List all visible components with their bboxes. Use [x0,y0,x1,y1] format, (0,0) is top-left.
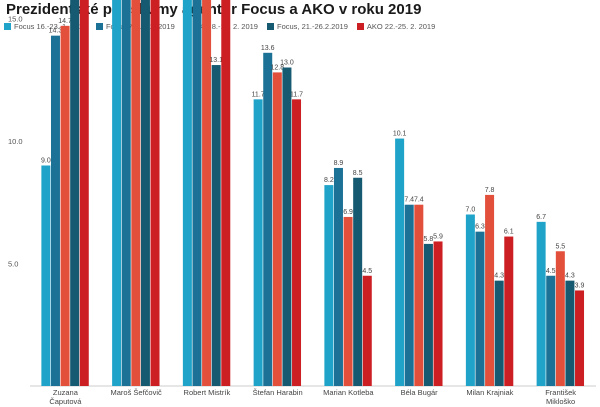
bar [414,204,424,386]
bar [192,0,202,387]
bar [79,0,89,386]
category-label: Maroš Šefčovič [110,388,162,397]
category-label: Čaputová [49,397,82,406]
legend-label: Focus 7.-12. 2. 2019 [105,22,175,31]
bar [433,241,443,386]
bar [121,0,131,387]
data-label: 10.1 [393,131,407,138]
data-label: 7.8 [485,187,495,194]
data-label: 14.7 [58,18,72,25]
legend-item: Focus 7.-12. 2. 2019 [95,22,175,31]
data-label: 13.0 [280,60,294,67]
legend-swatch [266,23,274,30]
legend-swatch [95,23,103,30]
data-label: 13.1 [209,57,223,64]
bar [211,65,221,387]
bar [292,99,302,386]
data-label: 8.5 [353,170,363,177]
bar [282,67,292,386]
data-label: 8.2 [324,177,334,184]
bar [150,0,160,387]
bar [404,204,414,386]
category-label: Milan Krajniak [466,388,513,397]
category-label: Zuzana [53,388,79,397]
category-label: Štefan Harabin [253,388,303,397]
bar [555,251,565,386]
bar [70,0,80,386]
legend-item: Focus 16.-23. 1. 2019 [4,22,87,31]
bar [475,231,485,386]
category-label: Robert Mistrík [184,388,231,397]
data-label: 4.5 [362,268,372,275]
bar [202,0,212,387]
category-label: František [545,388,576,397]
bar [494,280,504,386]
data-label: 5.9 [433,233,443,240]
y-tick-label: 5.0 [8,260,18,269]
category-label: Mikloško [546,397,575,406]
data-label: 5.8 [424,236,434,243]
bar [362,275,372,386]
data-label: 14.3 [49,28,63,35]
bar [504,236,514,386]
bar [423,243,433,386]
data-label: 7.0 [466,207,476,214]
legend-swatch [4,23,11,30]
bar [50,35,60,387]
bar [465,214,475,386]
category-label: Marian Kotleba [323,388,374,397]
y-tick-label: 10.0 [8,137,23,146]
bar [575,290,585,386]
data-label: 7.4 [414,197,424,204]
data-label: 12.8 [271,64,285,71]
bar [333,167,343,386]
data-label: 4.5 [546,268,556,275]
bar [395,138,405,386]
data-label: 11.7 [252,91,265,98]
chart-title: Prezidentské prieskumy agentúr Focus a A… [6,1,422,18]
bar [140,0,150,386]
bar [221,0,231,387]
data-label: 4.3 [494,273,504,280]
bar [60,25,70,386]
data-label: 7.4 [404,197,414,204]
data-label: 6.9 [343,209,353,216]
bar [41,165,51,386]
bar [324,185,334,386]
data-label: 3.9 [575,282,585,289]
data-label: 13.6 [261,45,275,52]
legend-swatch [356,23,364,30]
bar [131,0,141,386]
legend-item: AKO 22.-25. 2. 2019 [356,22,436,31]
y-tick-label: 15.0 [8,15,23,24]
data-label: 8.9 [334,160,344,167]
bar [485,194,495,386]
data-label: 4.3 [565,273,575,280]
bar [353,177,363,386]
data-label: 6.3 [475,224,485,231]
data-label: 11.7 [290,91,303,98]
bar [536,221,546,386]
legend-label: AKO 22.-25. 2. 2019 [366,22,436,31]
bar [263,52,273,387]
data-label: 5.5 [555,243,565,250]
bar [182,0,192,386]
legend-label: Focus, 21.-26.2.2019 [276,22,348,31]
bar [565,280,575,386]
bar [272,72,282,387]
bar [546,275,556,386]
legend-label: Focus 16.-23. 1. 2019 [14,22,87,31]
bar [253,99,263,386]
data-label: 6.7 [536,214,546,221]
bar [343,216,353,386]
data-label: 6.1 [504,229,514,236]
legend-item: Focus, 21.-26.2.2019 [266,22,348,31]
data-label: 9.0 [41,158,51,165]
category-label: Béla Bugár [401,388,439,397]
bar [112,0,122,386]
